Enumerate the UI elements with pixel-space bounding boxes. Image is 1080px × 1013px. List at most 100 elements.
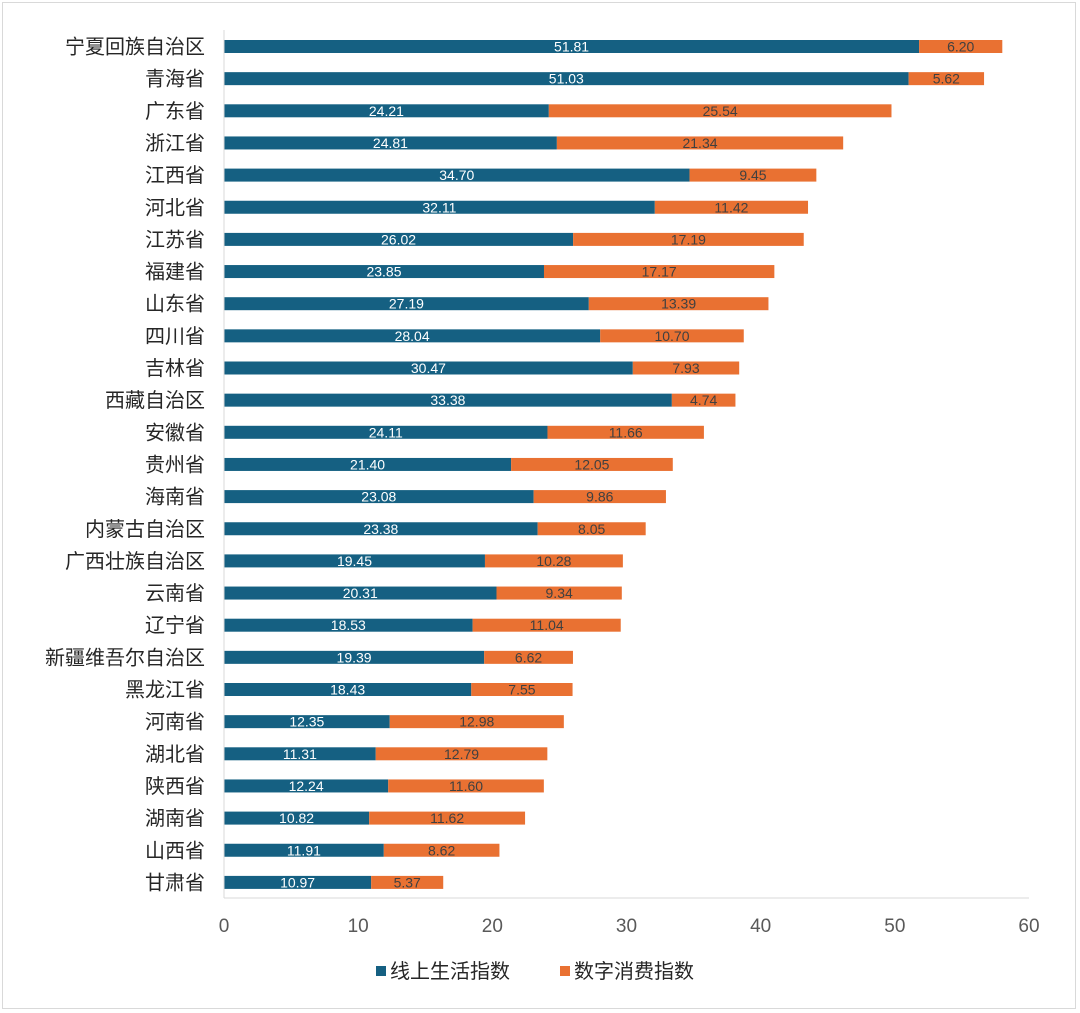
bar-segment-1 [224,168,690,182]
x-tick-label: 20 [482,916,503,937]
bar-segment-1 [224,650,485,664]
legend-label: 数字消费指数 [574,960,694,983]
data-label: 11.42 [714,199,748,215]
bar-segment-2 [689,168,817,182]
data-label: 11.91 [287,842,321,858]
bar-segment-2 [496,586,622,600]
bar-segment-1 [224,779,389,793]
category-label: 四川省 [145,325,205,348]
x-tick-label: 10 [348,916,369,937]
data-label: 12.98 [459,714,494,730]
bar-segment-1 [224,200,655,214]
category-label: 黑龙江省 [125,679,205,702]
data-label: 28.04 [395,328,430,344]
x-tick-label: 0 [219,916,230,937]
data-label: 11.04 [530,617,564,633]
bar-segment-2 [375,747,548,761]
bar-segment-2 [543,265,775,279]
data-label: 13.39 [661,296,696,312]
bar-segment-1 [224,490,534,504]
bar-segment-1 [224,104,549,118]
data-label: 30.47 [411,360,446,376]
bar-segment-1 [224,618,473,632]
bar-segment-1 [224,393,672,407]
bar-segment-2 [573,232,804,246]
data-label: 8.05 [578,521,605,537]
bar-segment-2 [600,329,744,343]
category-label: 贵州省 [145,453,205,476]
data-label: 5.37 [394,874,421,890]
data-label: 10.97 [280,874,315,890]
data-label: 6.62 [515,649,542,665]
data-label: 19.45 [337,553,372,569]
data-label: 18.53 [331,617,366,633]
data-label: 6.20 [947,39,974,55]
x-tick-label: 60 [1018,916,1039,937]
bar-segment-2 [371,875,444,889]
data-label: 21.40 [350,456,385,472]
value-labels: 51.81 6.20 51.03 5.62 24.21 25.54 24.81 21.34 34… [279,39,974,891]
data-label: 23.85 [366,264,401,280]
data-label: 12.79 [444,746,479,762]
data-label: 12.05 [574,456,609,472]
bar-segment-2 [533,490,666,504]
legend-swatch-1 [376,966,386,976]
category-labels: 宁夏回族自治区青海省广东省浙江省江西省河北省江苏省福建省山东省四川省吉林省西藏自… [45,36,205,895]
category-label: 内蒙古自治区 [85,518,205,541]
data-label: 32.11 [422,199,456,215]
data-label: 11.60 [449,778,483,794]
data-label: 21.34 [682,135,717,151]
bar-segment-1 [224,297,589,311]
data-label: 24.21 [369,103,404,119]
category-label: 江西省 [145,164,205,187]
category-label: 福建省 [145,261,205,284]
x-tick-label: 30 [616,916,637,937]
data-label: 51.81 [554,39,589,55]
data-label: 26.02 [381,231,416,247]
category-label: 陕西省 [145,775,205,798]
bar-segment-2 [908,72,985,86]
bar-segment-2 [537,522,646,536]
data-label: 20.31 [343,585,378,601]
bar-segment-2 [383,843,500,857]
legend-swatch-2 [560,966,570,976]
data-label: 4.74 [690,392,717,408]
category-label: 湖北省 [145,743,205,766]
bar-segment-2 [484,650,573,664]
bar-segment-1 [224,715,390,729]
data-label: 12.35 [289,714,324,730]
bar-segment-1 [224,875,372,889]
data-label: 9.86 [586,489,613,505]
x-tick-label: 40 [750,916,771,937]
bar-segment-2 [556,136,844,150]
category-label: 山东省 [145,293,205,316]
bar-segment-2 [369,811,526,825]
data-label: 34.70 [439,167,474,183]
category-label: 河北省 [145,196,205,219]
bar-segment-1 [224,72,909,86]
bar-segment-1 [224,361,633,375]
category-label: 河南省 [145,711,205,734]
bar-segment-1 [224,747,376,761]
data-label: 17.17 [642,264,677,280]
bar-segment-1 [224,329,601,343]
bar-segment-1 [224,425,548,439]
data-label: 33.38 [430,392,465,408]
data-label: 24.11 [369,424,403,440]
category-label: 广东省 [145,100,205,123]
data-label: 10.28 [536,553,571,569]
bar-segment-1 [224,843,384,857]
bars-layer [224,40,1003,889]
category-label: 辽宁省 [145,614,205,637]
category-label: 新疆维吾尔自治区 [45,646,205,669]
category-label: 甘肃省 [145,871,205,894]
category-label: 广西壮族自治区 [65,550,205,573]
data-label: 23.08 [361,489,396,505]
bar-segment-1 [224,40,920,53]
category-label: 西藏自治区 [105,389,205,412]
category-label: 云南省 [145,582,205,605]
category-label: 湖南省 [145,807,205,830]
category-label: 宁夏回族自治区 [65,36,205,59]
data-label: 23.38 [363,521,398,537]
